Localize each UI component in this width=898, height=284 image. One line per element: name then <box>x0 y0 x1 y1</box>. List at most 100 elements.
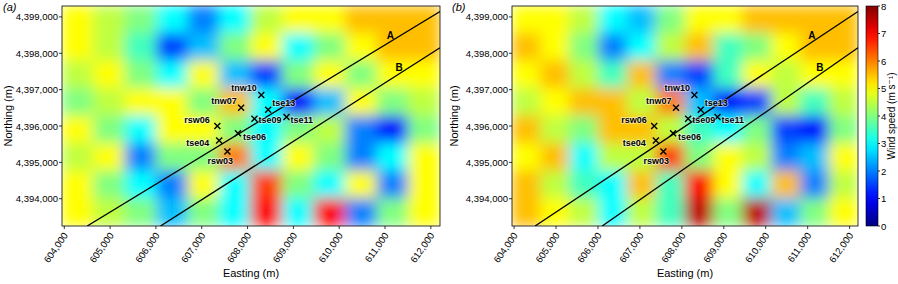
wind-cell <box>829 198 858 226</box>
station-label: tse04 <box>623 138 646 148</box>
wind-cell <box>62 61 94 90</box>
wind-cell <box>93 61 126 90</box>
section-line <box>87 11 440 226</box>
wind-cell <box>377 116 410 145</box>
station-marker <box>715 114 721 120</box>
wind-cell <box>125 6 158 34</box>
colorbar-tick <box>878 88 880 89</box>
wind-cell <box>512 143 541 172</box>
wind-cell <box>656 6 686 34</box>
x-tick <box>765 226 766 229</box>
wind-cell <box>156 88 189 117</box>
wind-cell <box>408 143 440 172</box>
x-tick-label: 609,000 <box>701 230 730 264</box>
wind-cell <box>62 116 94 145</box>
wind-cell <box>408 33 440 62</box>
station-label: tnw10 <box>664 83 690 93</box>
y-tick <box>59 198 62 199</box>
wind-cell <box>345 116 378 145</box>
wind-cell <box>540 6 570 34</box>
wind-cell <box>627 171 657 200</box>
wind-cell <box>93 6 126 34</box>
station-label: rsw06 <box>184 115 210 125</box>
x-tick <box>64 226 65 229</box>
wind-cell <box>569 61 599 90</box>
wind-cell <box>93 171 126 200</box>
plot-frame <box>512 6 858 226</box>
wind-cell <box>656 171 686 200</box>
colorbar-label: Wind speed (m s⁻¹) <box>886 73 897 160</box>
wind-cell <box>408 6 440 34</box>
wind-cell <box>569 143 599 172</box>
line-label: B <box>816 62 823 73</box>
wind-cell <box>408 171 440 200</box>
wind-cell <box>742 171 772 200</box>
y-tick <box>509 16 512 17</box>
station-label: tse09 <box>692 115 715 125</box>
x-tick-label: 608,000 <box>659 230 688 264</box>
wind-cell <box>771 33 801 62</box>
wind-cell <box>251 198 284 226</box>
wind-cell <box>771 171 801 200</box>
wind-cell <box>345 6 378 34</box>
wind-cell <box>93 88 126 117</box>
wind-cell <box>540 116 570 145</box>
y-tick-label: 4,396,000 <box>16 121 58 132</box>
colorbar <box>866 6 878 226</box>
x-tick-label: 611,000 <box>362 230 390 264</box>
wind-cell <box>685 171 715 200</box>
x-axis-label: Easting (m) <box>657 267 713 279</box>
x-tick-label: 608,000 <box>225 230 254 264</box>
wind-cell <box>569 88 599 117</box>
wind-cell <box>125 33 158 62</box>
wind-cell <box>742 6 772 34</box>
annotations: tnw10tnw07tse13tse09tse11rsw06tse04tse06… <box>184 30 402 166</box>
wind-cell <box>540 171 570 200</box>
x-tick <box>201 226 202 229</box>
wind-cell <box>829 33 858 62</box>
colorbar-tick <box>878 61 880 62</box>
section-line <box>161 48 440 226</box>
x-axis-label: Easting (m) <box>223 267 279 279</box>
wind-cell <box>156 61 189 90</box>
x-tick <box>849 226 850 229</box>
wind-cell <box>93 143 126 172</box>
wind-field <box>62 6 440 226</box>
wind-cell <box>345 88 378 117</box>
panel-title: (b) <box>452 1 466 13</box>
wind-cell <box>377 88 410 117</box>
wind-cell <box>282 198 315 226</box>
colorbar-tick-label: 1 <box>881 193 886 204</box>
plot-area <box>62 6 440 226</box>
wind-cell <box>598 33 628 62</box>
station-marker <box>251 116 257 122</box>
wind-cell <box>512 171 541 200</box>
plot-area <box>512 6 858 226</box>
station-label: tse06 <box>243 132 266 142</box>
x-tick-label: 607,000 <box>617 230 646 264</box>
annotations: tnw10tnw07tse13tse09tse11rsw06tse04tse06… <box>621 30 823 166</box>
x-tick <box>110 226 111 229</box>
wind-cell <box>742 88 772 117</box>
wind-cell <box>627 61 657 90</box>
wind-cell <box>771 116 801 145</box>
station-label: tse11 <box>291 115 314 125</box>
x-tick <box>339 226 340 229</box>
station-marker <box>265 107 271 113</box>
x-tick-label: 606,000 <box>133 230 162 264</box>
wind-cell <box>742 198 772 226</box>
wind-cell <box>742 143 772 172</box>
colorbar-tick-label: 0 <box>881 221 886 232</box>
wind-cell <box>188 33 221 62</box>
y-tick-label: 4,394,000 <box>16 193 58 204</box>
y-tick <box>59 162 62 163</box>
station-marker <box>670 130 676 136</box>
wind-cell <box>62 143 94 172</box>
x-tick <box>430 226 431 229</box>
y-tick <box>509 126 512 127</box>
x-tick <box>293 226 294 229</box>
colorbar-tick-label: 2 <box>881 166 886 177</box>
y-tick-label: 4,397,000 <box>16 84 58 95</box>
station-label: tnw10 <box>231 83 257 93</box>
wind-cell <box>800 171 830 200</box>
